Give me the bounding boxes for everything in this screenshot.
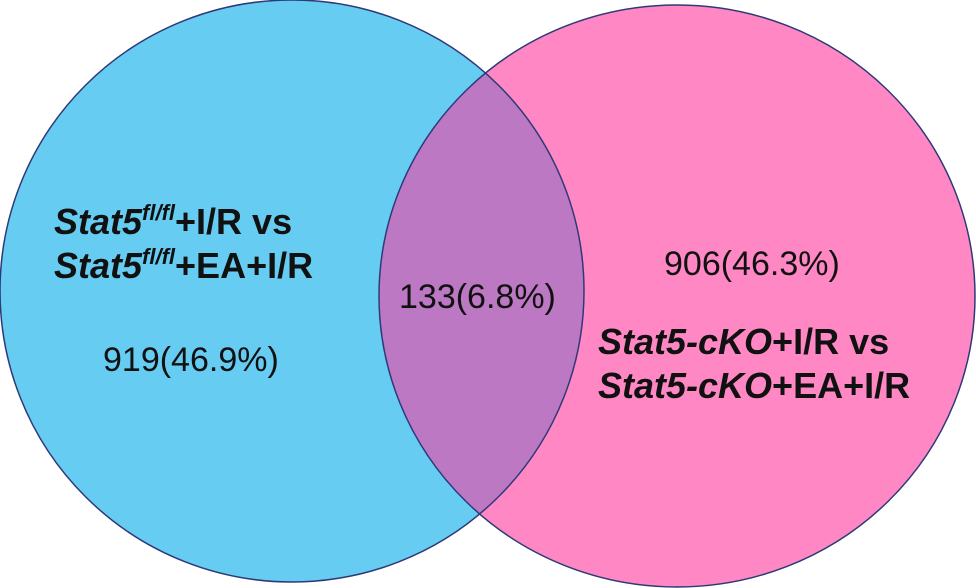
- set-b-label: Stat5-cKO+I/R vs Stat5-cKO+EA+I/R: [598, 320, 910, 408]
- set-b-gene-1: Stat5-cKO: [598, 321, 773, 362]
- set-b-condition-1: +I/R vs: [772, 321, 890, 362]
- set-a-label-line1: Stat5fl/fl+I/R vs: [54, 200, 313, 244]
- set-b-condition-2: +EA+I/R: [772, 365, 911, 406]
- set-b-count: 906(46.3%): [664, 245, 840, 283]
- set-a-gene-2: Stat5: [54, 245, 143, 286]
- overlap-region: [379, 5, 584, 582]
- set-a-outline: [0, 0, 585, 583]
- set-a-condition-1: +I/R vs: [175, 201, 293, 242]
- set-a-label-line2: Stat5fl/fl+EA+I/R: [54, 244, 313, 288]
- set-a-genotype-1: fl/fl: [142, 200, 176, 225]
- overlap-count: 133(6.8%): [399, 278, 556, 316]
- set-b-label-line1: Stat5-cKO+I/R vs: [598, 320, 910, 364]
- set-a-count: 919(46.9%): [103, 341, 279, 379]
- set-b-label-line2: Stat5-cKO+EA+I/R: [598, 364, 910, 408]
- set-a-condition-2: +EA+I/R: [175, 245, 314, 286]
- set-a-gene-1: Stat5: [54, 201, 143, 242]
- set-a-genotype-2: fl/fl: [142, 244, 176, 269]
- set-b-gene-2: Stat5-cKO: [598, 365, 773, 406]
- set-a-label: Stat5fl/fl+I/R vs Stat5fl/fl+EA+I/R: [54, 200, 313, 288]
- set-b-outline: [378, 4, 976, 588]
